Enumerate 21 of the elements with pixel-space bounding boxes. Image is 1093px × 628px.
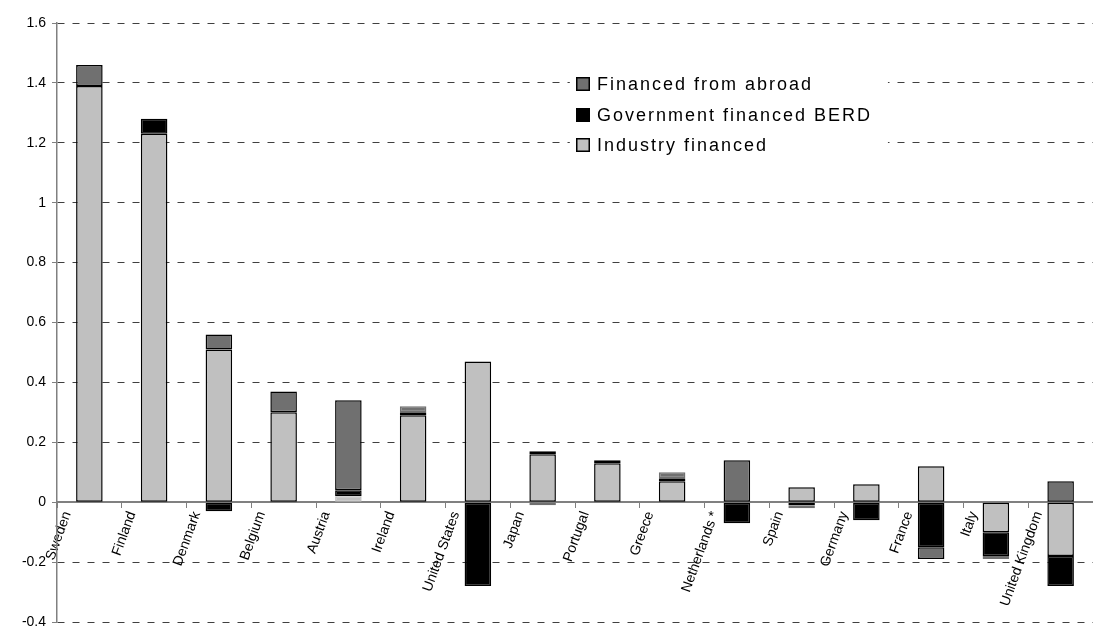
y-tick-label: 1 — [38, 193, 47, 210]
x-tick-label: Spain — [758, 508, 787, 549]
legend-label: Financed from abroad — [597, 74, 814, 95]
y-tick-label: 1.4 — [26, 73, 47, 90]
x-tick-label: Italy — [956, 508, 981, 539]
y-tick-label: 0.8 — [26, 253, 47, 270]
x-tick-label: Greece — [625, 508, 657, 558]
x-tick-label: France — [885, 508, 916, 556]
y-tick-label: 0.6 — [26, 313, 47, 330]
x-tick-label: Japan — [498, 508, 528, 551]
y-tick-label: 0.2 — [26, 433, 47, 450]
y-tick-label: 1.2 — [26, 133, 47, 150]
legend-label: Industry financed — [597, 135, 769, 156]
legend-label: Government financed BERD — [597, 104, 873, 125]
x-tick-label: United States — [418, 508, 463, 594]
y-tick-label: 0 — [38, 493, 47, 510]
x-tick-label: Austria — [302, 508, 333, 556]
y-tick-label: 1.6 — [26, 13, 47, 30]
y-tick-label: -0.2 — [21, 552, 47, 569]
y-tick-label: 0.4 — [26, 373, 47, 390]
y-tick-label: -0.4 — [21, 612, 47, 628]
